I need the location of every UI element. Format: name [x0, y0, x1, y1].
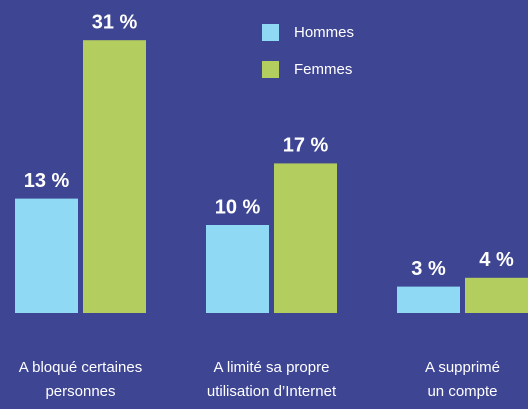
bar	[15, 198, 78, 313]
value-label: 31 %	[92, 11, 138, 33]
x-tick-label: A bloqué certaines	[19, 359, 142, 376]
value-label: 13 %	[24, 170, 70, 192]
x-tick-label: A supprimé	[425, 359, 500, 376]
value-label: 10 %	[215, 196, 261, 218]
bar	[83, 40, 146, 313]
bar	[397, 286, 460, 313]
legend-swatch	[262, 61, 279, 78]
bar	[274, 163, 337, 313]
value-label: 17 %	[283, 135, 329, 157]
legend-label: Hommes	[294, 24, 354, 41]
x-tick-label: A limité sa propre	[214, 359, 330, 376]
legend-swatch	[262, 24, 279, 41]
x-tick-label: personnes	[45, 383, 115, 400]
legend-label: Femmes	[294, 61, 352, 78]
bar	[465, 277, 528, 313]
x-tick-label: utilisation d’Internet	[207, 383, 337, 400]
value-label: 3 %	[411, 258, 446, 280]
value-label: 4 %	[479, 249, 514, 271]
x-tick-label: un compte	[427, 383, 497, 400]
bar	[206, 225, 269, 313]
